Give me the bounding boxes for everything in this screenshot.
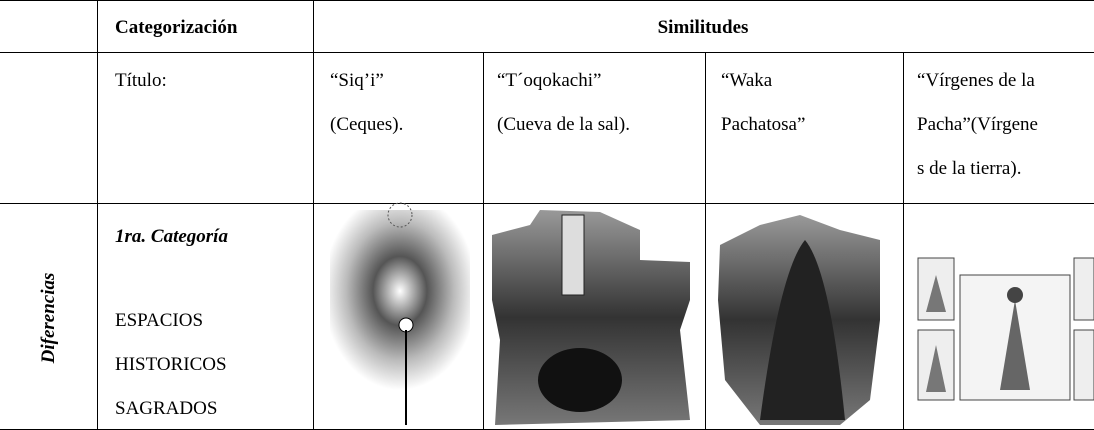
category-line: SAGRADOS — [115, 398, 217, 419]
image-detail — [926, 275, 946, 312]
cell-text: Pacha”(Vírgene — [917, 114, 1038, 135]
category-heading: 1ra. Categoría — [115, 226, 228, 247]
image-toqokachi — [492, 210, 690, 425]
image-detail — [387, 202, 413, 228]
category-line: HISTORICOS — [115, 354, 227, 375]
category-lines: ESPACIOS HISTORICOS SAGRADOS — [115, 310, 227, 419]
cell-text: “T´oqokachi” — [497, 70, 601, 91]
image-detail — [1000, 300, 1030, 390]
image-detail — [1073, 329, 1094, 401]
image-virgenes — [917, 257, 1094, 401]
cell-text: (Ceques). — [330, 114, 403, 135]
image-detail — [1007, 287, 1023, 303]
row-label: Título: — [115, 70, 167, 91]
image-siqi — [330, 202, 470, 425]
category-line: ESPACIOS — [115, 310, 203, 331]
image-detail — [398, 317, 414, 333]
image-detail — [760, 240, 845, 420]
cell-text: “Waka — [721, 70, 773, 91]
cell-text: “Siq’i” — [330, 70, 384, 91]
image-waka — [718, 215, 880, 425]
cell-text: (Cueva de la sal). — [497, 114, 630, 135]
header-cell: Similitudes — [658, 17, 749, 38]
image-detail — [561, 214, 585, 296]
title-cells: “Siq’i” (Ceques). “T´oqokachi” (Cueva de la… — [330, 70, 1038, 179]
side-label: Diferencias — [38, 273, 59, 365]
cell-text: Pachatosa” — [721, 114, 805, 135]
image-detail — [1073, 257, 1094, 321]
cell-text: “Vírgenes de la — [917, 70, 1035, 91]
image-detail — [538, 348, 622, 412]
image-detail — [926, 345, 946, 392]
header-cell: Categorización — [115, 17, 238, 38]
cell-text: s de la tierra). — [917, 158, 1021, 179]
image-area — [330, 210, 470, 390]
